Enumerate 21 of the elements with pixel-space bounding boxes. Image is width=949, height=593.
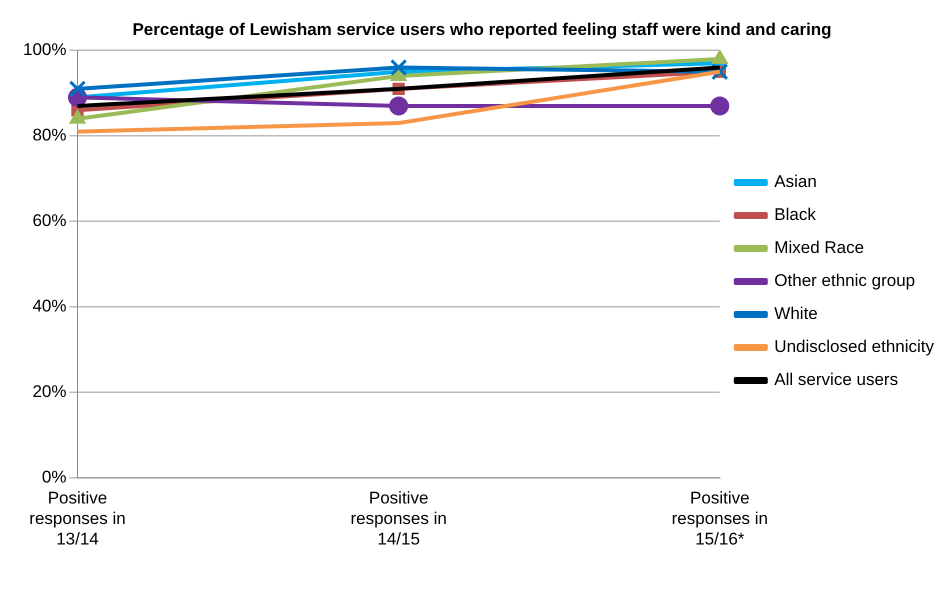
point — [390, 58, 408, 76]
y-tick-label: 100% — [22, 40, 66, 60]
x-tick-label: Positive responses in 14/15 — [350, 488, 447, 548]
point — [68, 80, 86, 98]
y-tick-label: 0% — [42, 467, 66, 486]
y-tick-label: 40% — [32, 296, 66, 316]
legend-label: White — [774, 304, 818, 324]
legend-label: Black — [774, 205, 816, 224]
x-tick-label: Positive responses in 15/16* — [672, 488, 768, 548]
legend-label: Undisclosed ethnicity — [774, 337, 934, 356]
legend-label: All service users — [774, 370, 898, 390]
legend-label: Mixed Race — [774, 238, 864, 258]
point — [710, 96, 730, 116]
point — [389, 96, 408, 116]
y-tick-label: 80% — [32, 126, 66, 145]
legend-label: Other ethnic group — [774, 271, 916, 290]
chart-title: Percentage of Lewisham service users who reported feeling staff were kind and caring — [132, 20, 832, 39]
legend-label: Asian — [774, 172, 817, 192]
x-tick-label: Positive responses in 13/14 — [29, 488, 126, 548]
y-tick-label: 60% — [32, 211, 66, 230]
y-tick-label: 20% — [32, 382, 66, 402]
